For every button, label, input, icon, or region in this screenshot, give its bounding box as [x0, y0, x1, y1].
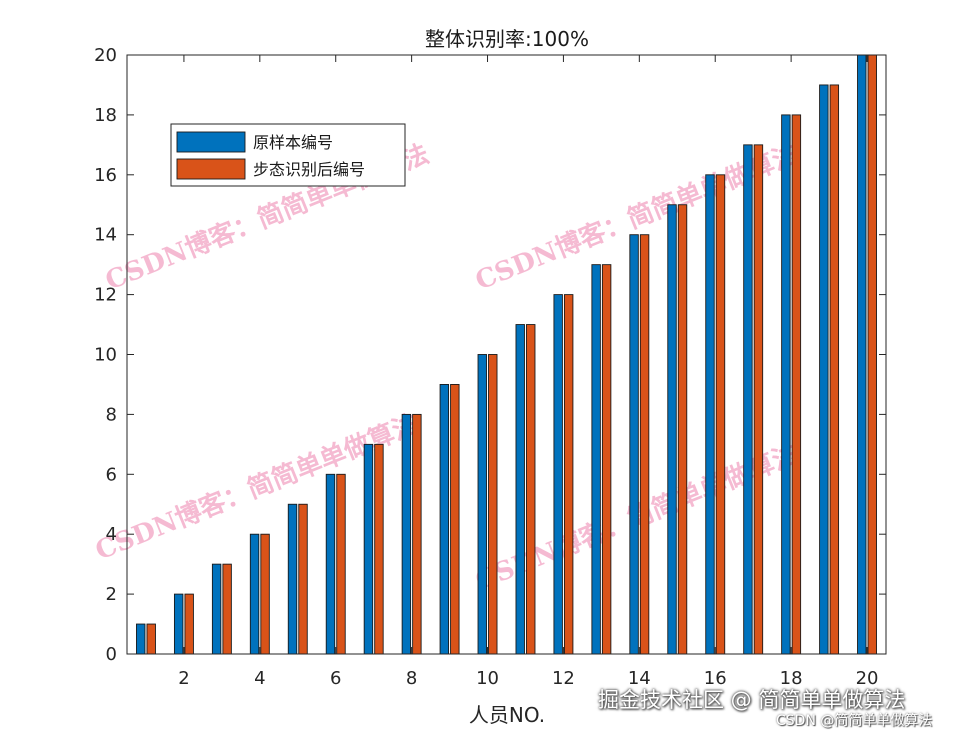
- bar-recognized-11: [526, 324, 536, 655]
- bar-original-11: [515, 324, 525, 655]
- bar-original-6: [325, 473, 336, 655]
- bar-recognized-3: [222, 563, 232, 655]
- bar-original-7: [363, 443, 374, 655]
- bar-original-12: [553, 294, 563, 655]
- x-tick-label: 18: [780, 668, 803, 689]
- x-tick-label: 14: [628, 668, 651, 689]
- y-tick-label: 0: [106, 644, 117, 665]
- bar-original-8: [401, 413, 412, 655]
- bar-original-4: [249, 533, 260, 655]
- bar-original-3: [211, 563, 222, 655]
- x-tick-label: 20: [856, 668, 879, 689]
- chart-title: 整体识别率:100%: [425, 27, 589, 51]
- bar-recognized-15: [677, 204, 688, 655]
- bar-recognized-10: [488, 354, 498, 655]
- bar-recognized-20: [867, 54, 877, 655]
- y-tick-label: 16: [94, 165, 117, 186]
- bar-original-2: [173, 593, 184, 655]
- bar-recognized-13: [601, 264, 612, 655]
- bar-recognized-5: [298, 503, 308, 655]
- bar-recognized-9: [450, 384, 460, 655]
- bar-recognized-18: [791, 114, 802, 655]
- legend-label: 原样本编号: [253, 133, 333, 152]
- bar-original-13: [591, 264, 601, 655]
- bar-original-17: [743, 144, 753, 655]
- x-axis-title: 人员NO.: [469, 703, 545, 727]
- y-tick-label: 6: [106, 464, 117, 485]
- bar-original-14: [629, 234, 639, 655]
- legend-swatch: [176, 158, 246, 180]
- bars-layer: [136, 54, 877, 655]
- legend-swatch: [176, 131, 246, 153]
- bar-recognized-14: [639, 234, 650, 655]
- y-tick-label: 18: [94, 105, 117, 126]
- bar-original-16: [705, 174, 715, 655]
- y-tick-label: 2: [106, 584, 117, 605]
- bar-original-1: [136, 623, 146, 655]
- x-tick-label: 2: [178, 668, 189, 689]
- x-tick-label: 8: [406, 668, 417, 689]
- bar-original-18: [781, 114, 791, 655]
- bar-recognized-16: [715, 174, 726, 655]
- x-tick-label: 10: [476, 668, 499, 689]
- y-tick-label: 4: [106, 524, 117, 545]
- x-tick-label: 12: [552, 668, 575, 689]
- x-tick-label: 6: [330, 668, 341, 689]
- footer-credit-sub: CSDN @简简单单做算法: [776, 713, 933, 729]
- bar-original-19: [819, 84, 829, 655]
- legend-label: 步态识别后编号: [253, 160, 365, 179]
- y-tick-label: 14: [94, 225, 117, 246]
- bar-original-5: [287, 503, 298, 655]
- axes-layer: 0 2 4 6 8 10 12 14 16 18 20 2 4 6 8 10 12 14 16 18 20: [94, 45, 887, 689]
- bar-recognized-4: [260, 533, 270, 655]
- bar-recognized-17: [753, 144, 764, 655]
- y-tick-label: 10: [94, 345, 117, 366]
- bar-recognized-2: [184, 593, 194, 655]
- bar-recognized-1: [146, 623, 156, 655]
- bar-recognized-8: [412, 413, 422, 655]
- bar-original-10: [477, 354, 487, 655]
- bar-recognized-12: [563, 294, 574, 655]
- bar-original-20: [857, 54, 867, 655]
- x-tick-label: 16: [704, 668, 727, 689]
- x-tick-label: 4: [254, 668, 265, 689]
- y-tick-label: 8: [106, 404, 117, 425]
- bar-recognized-7: [374, 443, 384, 655]
- footer-credit: 掘金技术社区 @ 简简单单做算法: [598, 688, 906, 712]
- y-tick-label: 12: [94, 285, 117, 306]
- bar-recognized-6: [336, 473, 346, 655]
- y-tick-label: 20: [94, 45, 117, 66]
- bar-original-15: [667, 204, 677, 655]
- bar-recognized-19: [829, 84, 840, 655]
- bar-original-9: [439, 384, 450, 655]
